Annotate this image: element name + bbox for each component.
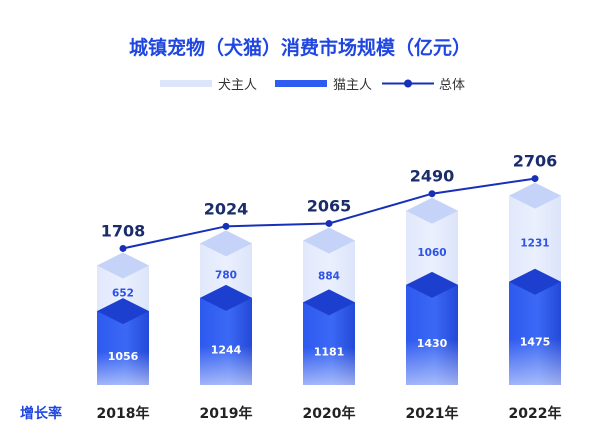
- label-dog-0: 652: [112, 287, 134, 299]
- legend-label-dog: 犬主人: [218, 78, 257, 93]
- bar-dog-cap-1: [200, 230, 252, 257]
- legend-marker-total: [404, 79, 412, 88]
- bar-dog-cap-0: [97, 252, 149, 279]
- bar-cat-shade-1: [200, 297, 252, 385]
- labels-group: 652 1056 780 1244 884 1181 1060 1430 1231 1475: [108, 238, 551, 363]
- bar-cat-shade-4: [509, 281, 561, 385]
- label-cat-4: 1475: [520, 335, 551, 348]
- legend-label-cat: 猫主人: [333, 78, 372, 93]
- bar-cat-shade-2: [303, 302, 355, 385]
- x-axis: 增长率 2018年 2019年 2020年 2021年 2022年: [20, 405, 561, 422]
- growth-rate-label: 增长率: [20, 405, 62, 422]
- x-tick-2: 2020年: [303, 405, 356, 422]
- total-label-2: 2065: [307, 196, 352, 215]
- bar-dog-cap-3: [406, 197, 458, 224]
- bar-cat-cap-2: [303, 289, 355, 316]
- total-label-3: 2490: [410, 167, 455, 186]
- label-cat-1: 1244: [211, 343, 242, 356]
- label-dog-3: 1060: [417, 247, 446, 259]
- x-tick-3: 2021年: [406, 405, 459, 422]
- total-line-group: 1708 2024 2065 2490 2706: [101, 152, 558, 252]
- label-cat-0: 1056: [108, 350, 139, 363]
- chart-title: 城镇宠物（犬猫）消费市场规模（亿元）: [129, 36, 471, 59]
- total-label-4: 2706: [513, 152, 558, 171]
- bars-group: [97, 182, 561, 385]
- bar-cat-cap-1: [200, 284, 252, 311]
- bar-cat-shade-3: [406, 284, 458, 385]
- label-cat-3: 1430: [417, 337, 448, 350]
- bar-dog-4: [509, 195, 561, 282]
- total-point-4: [531, 175, 539, 183]
- total-label-1: 2024: [204, 199, 249, 218]
- total-point-2: [325, 219, 333, 227]
- total-point-3: [428, 190, 436, 198]
- legend-label-total: 总体: [439, 78, 465, 93]
- bar-cat-cap-4: [509, 268, 561, 295]
- bar-cat-cap-0: [97, 298, 149, 325]
- label-cat-2: 1181: [314, 346, 345, 359]
- bar-dog-cap-4: [509, 182, 561, 209]
- legend-swatch-cat: [275, 80, 327, 87]
- bar-cat-cap-3: [406, 271, 458, 298]
- bar-dog-cap-2: [303, 227, 355, 254]
- legend-swatch-dog: [160, 80, 212, 87]
- total-point-0: [119, 244, 127, 252]
- label-dog-1: 780: [215, 270, 237, 282]
- label-dog-4: 1231: [520, 238, 549, 250]
- x-tick-4: 2022年: [509, 405, 562, 422]
- label-dog-2: 884: [318, 270, 340, 282]
- x-tick-1: 2019年: [200, 405, 253, 422]
- total-point-1: [222, 222, 230, 230]
- legend: 犬主人 猫主人 总体: [160, 78, 465, 93]
- total-label-0: 1708: [101, 221, 146, 240]
- x-tick-0: 2018年: [97, 405, 150, 422]
